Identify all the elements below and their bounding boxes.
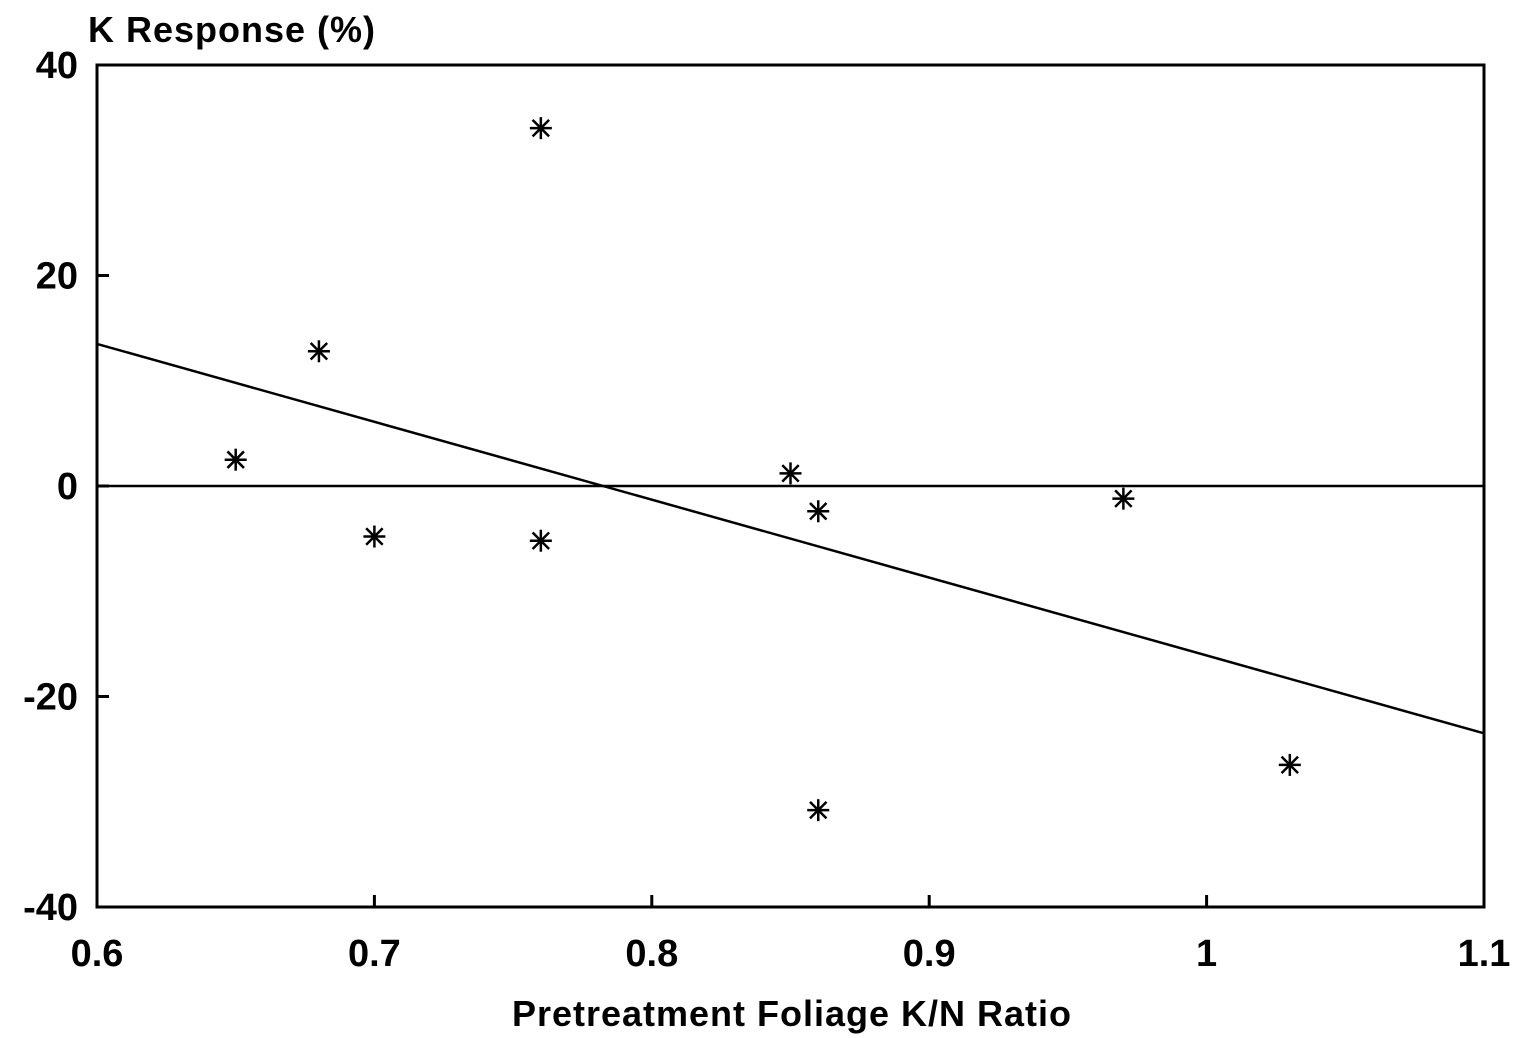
x-tick-label: 0.8 [625, 933, 678, 975]
x-tick-label: 1.1 [1458, 933, 1511, 975]
y-axis-title: K Response (%) [88, 9, 376, 50]
data-point [779, 462, 802, 485]
data-point [529, 529, 552, 552]
y-tick-label: -40 [23, 887, 78, 929]
data-point [363, 525, 386, 548]
regression-line [96, 342, 1485, 735]
y-tick-label: 40 [36, 45, 78, 87]
x-tick-label: 0.6 [71, 933, 124, 975]
y-axis: 40 20 0 -20 -40 [23, 45, 109, 929]
x-tick-label: 0.9 [903, 933, 956, 975]
data-points [224, 117, 1301, 822]
data-point [529, 117, 552, 140]
x-tick-label: 0.7 [348, 933, 401, 975]
y-tick-label: 0 [57, 466, 78, 508]
x-tick-label: 1 [1196, 933, 1217, 975]
x-axis-title: Pretreatment Foliage K/N Ratio [512, 993, 1072, 1034]
data-point [224, 448, 247, 471]
y-tick-label: 20 [36, 256, 78, 298]
trend-line [96, 342, 1485, 735]
data-point [307, 340, 330, 363]
data-point [1278, 753, 1301, 776]
x-axis: 0.6 0.7 0.8 0.9 1 1.1 [71, 895, 1511, 975]
data-point [1112, 487, 1135, 510]
data-point [807, 799, 830, 822]
y-tick-label: -20 [23, 677, 78, 719]
data-point [807, 500, 830, 523]
